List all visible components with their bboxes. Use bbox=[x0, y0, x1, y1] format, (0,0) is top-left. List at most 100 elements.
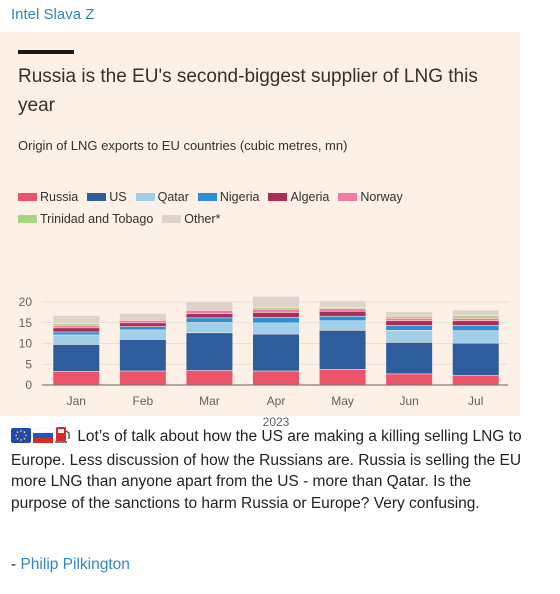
title-rule bbox=[18, 50, 74, 54]
legend-label: US bbox=[109, 190, 127, 204]
bar-segment bbox=[186, 370, 233, 385]
y-tick-label: 20 bbox=[19, 295, 33, 309]
bar-segment bbox=[386, 321, 433, 326]
x-axis-label: 2023 bbox=[263, 415, 290, 429]
bar-segment bbox=[186, 314, 233, 318]
legend-swatch bbox=[18, 215, 37, 223]
bar-segment bbox=[53, 332, 100, 335]
bar-segment bbox=[452, 310, 499, 316]
bar-segment bbox=[253, 334, 299, 371]
bar-segment bbox=[53, 335, 100, 345]
legend-swatch bbox=[338, 193, 358, 201]
legend-swatch bbox=[197, 193, 217, 201]
chart-plot: 0 5 10 15 20 Jan Feb Mar Apr May Jun Jul 2023 bbox=[19, 295, 508, 429]
x-tick-label: Jun bbox=[399, 394, 418, 408]
bar-segment bbox=[319, 311, 366, 316]
legend-item: Norway bbox=[338, 186, 403, 208]
bar-segment bbox=[119, 319, 166, 321]
legend-item: Algeria bbox=[268, 186, 329, 208]
legend-item: Trinidad and Tobago bbox=[18, 208, 153, 230]
eu-flag-icon bbox=[11, 428, 31, 450]
bar-segment bbox=[319, 309, 366, 311]
legend-item: Qatar bbox=[135, 186, 189, 208]
x-tick-label: Feb bbox=[133, 394, 154, 408]
bar-segment bbox=[386, 325, 433, 331]
x-tick-label: Jul bbox=[468, 394, 483, 408]
bar-segment bbox=[319, 307, 366, 309]
bar-segment bbox=[319, 301, 366, 308]
post-body: Lot’s of talk about how the US are makin… bbox=[11, 428, 522, 512]
chart-image[interactable]: Russia is the EU's second-biggest suppli… bbox=[0, 32, 520, 429]
bar-segment bbox=[319, 369, 366, 385]
legend-label: Nigeria bbox=[219, 190, 260, 204]
bar-segment bbox=[319, 321, 366, 331]
legend-swatch bbox=[268, 193, 288, 201]
bar-segment bbox=[119, 330, 166, 340]
signature-link[interactable]: Philip Pilkington bbox=[20, 556, 130, 573]
bar-segment bbox=[186, 302, 233, 309]
bar-segment bbox=[253, 307, 299, 309]
bar-segment bbox=[119, 371, 166, 385]
bar-segment bbox=[186, 309, 233, 311]
channel-name[interactable]: Intel Slava Z bbox=[11, 6, 95, 23]
bar-segment bbox=[386, 311, 433, 316]
bar-segment bbox=[452, 316, 499, 318]
legend-item: Nigeria bbox=[197, 186, 260, 208]
x-tick-label: Jan bbox=[67, 394, 86, 408]
legend-label: Algeria bbox=[290, 190, 330, 204]
bar-segment bbox=[253, 312, 299, 318]
bar-segment bbox=[253, 296, 299, 308]
bar-segment bbox=[452, 318, 499, 321]
bar-segment bbox=[186, 318, 233, 323]
legend-label: Norway bbox=[360, 190, 403, 204]
bar-segment bbox=[319, 330, 366, 370]
legend-label: Other* bbox=[184, 212, 221, 226]
bar-segment bbox=[253, 309, 299, 313]
bar-segment bbox=[119, 323, 166, 327]
legend-swatch bbox=[87, 193, 107, 201]
chart-title: Russia is the EU's second-biggest suppli… bbox=[18, 66, 478, 116]
fuel-pump-icon bbox=[55, 425, 71, 450]
y-tick-label: 5 bbox=[25, 357, 32, 371]
bar-segment bbox=[253, 323, 299, 334]
bar-segment bbox=[452, 375, 499, 385]
bar-segment bbox=[452, 331, 499, 343]
bar-segment bbox=[319, 316, 366, 321]
x-tick-label: Apr bbox=[267, 394, 286, 408]
chart-legend: Russia US Qatar Nigeria Algeria Norway Trinida… bbox=[18, 186, 508, 230]
post-text: Lot’s of talk about how the US are makin… bbox=[11, 425, 526, 514]
x-tick-label: May bbox=[331, 394, 354, 408]
bar-segment bbox=[53, 323, 100, 326]
y-tick-label: 0 bbox=[25, 378, 32, 392]
legend-swatch bbox=[18, 193, 37, 201]
bar-segment bbox=[53, 371, 100, 385]
bar-segment bbox=[53, 344, 100, 372]
bar-segment bbox=[119, 326, 166, 330]
bar-segment bbox=[452, 321, 499, 326]
legend-label: Trinidad and Tobago bbox=[40, 212, 154, 226]
bar-segment bbox=[386, 316, 433, 318]
bar-segment bbox=[452, 343, 499, 376]
bar-segment bbox=[253, 371, 299, 385]
bar-segment bbox=[386, 374, 433, 385]
bar-segment bbox=[386, 318, 433, 321]
bar-segment bbox=[186, 310, 233, 314]
bar-segment bbox=[119, 320, 166, 323]
y-tick-label: 10 bbox=[19, 337, 33, 351]
signature-prefix: - bbox=[11, 556, 21, 573]
y-tick-label: 15 bbox=[19, 316, 33, 330]
bar-segment bbox=[186, 322, 233, 333]
bar-segment bbox=[53, 328, 100, 332]
bar-segment bbox=[53, 325, 100, 328]
bar-segment bbox=[53, 315, 100, 324]
bar-segment bbox=[452, 325, 499, 331]
legend-item: US bbox=[87, 186, 127, 208]
legend-label: Russia bbox=[40, 190, 79, 204]
russia-flag-icon bbox=[32, 427, 54, 450]
bar-segment bbox=[119, 339, 166, 371]
legend-label: Qatar bbox=[157, 190, 189, 204]
bar-segment bbox=[253, 317, 299, 323]
x-tick-label: Mar bbox=[199, 394, 220, 408]
chart-subtitle: Origin of LNG exports to EU countries (c… bbox=[18, 138, 348, 153]
bar-segment bbox=[119, 313, 166, 319]
